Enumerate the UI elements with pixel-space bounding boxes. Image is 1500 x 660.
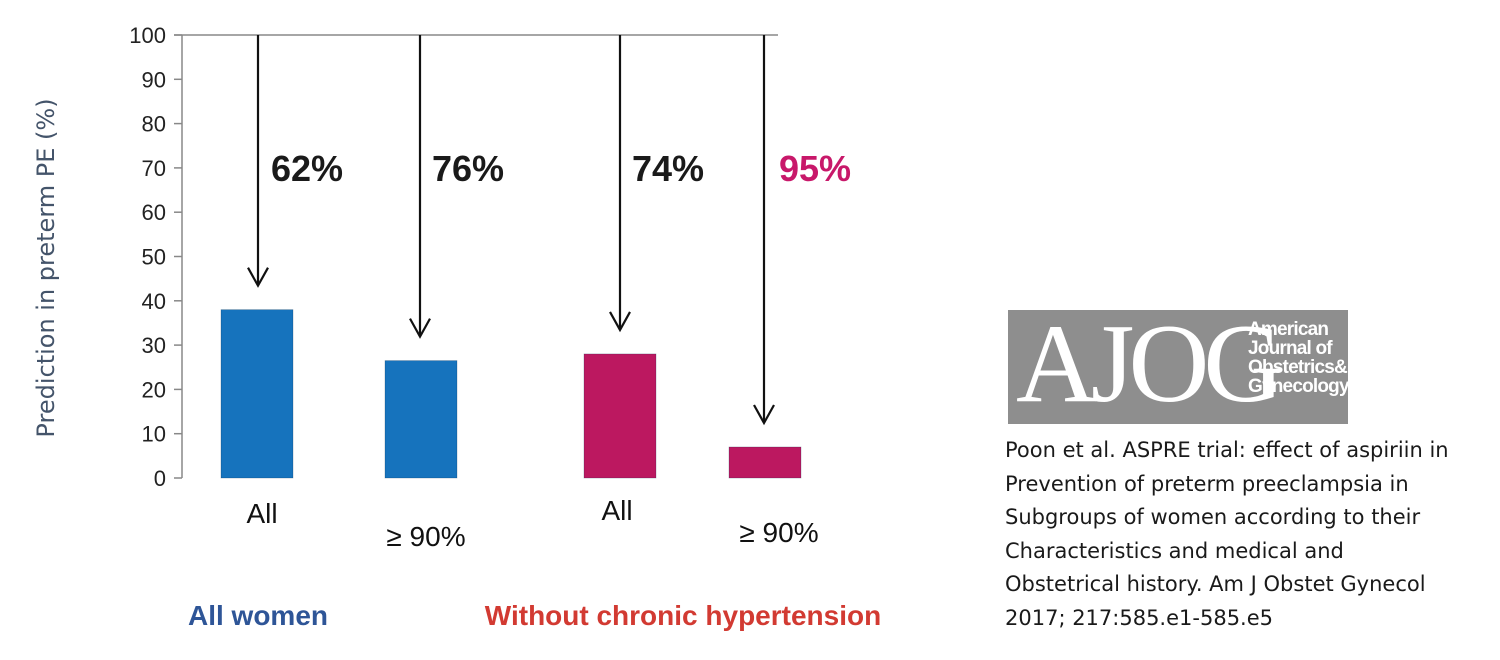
arrow-head [609, 311, 631, 333]
arrow-head [409, 318, 431, 339]
y-tick-label: 30 [142, 333, 166, 358]
bar [384, 360, 458, 479]
citation-line: Obstetrical history. Am J Obstet Gynecol [1005, 572, 1426, 596]
y-tick-label: 10 [142, 422, 166, 447]
y-tick-label: 60 [142, 200, 166, 225]
logo-journal-name: American Journal of Obstetrics& Gynecolo… [1248, 320, 1348, 396]
group-label: All women [188, 600, 328, 631]
citation-line: Subgroups of women according to their [1005, 505, 1421, 529]
reduction-label: 74% [632, 148, 704, 189]
logo-line: American [1248, 319, 1329, 340]
logo-wordmark: AJOG [1016, 310, 1284, 424]
bar [220, 309, 294, 479]
y-tick-label: 70 [142, 156, 166, 181]
arrow-head [247, 267, 269, 288]
citation-line: Characteristics and medical and [1005, 538, 1344, 563]
bar [728, 446, 802, 479]
reduction-label: 95% [779, 148, 851, 189]
y-tick-label: 90 [142, 67, 166, 92]
y-tick-label: 80 [142, 112, 166, 137]
arrow-head [753, 404, 775, 426]
reduction-label: 62% [271, 148, 343, 189]
x-tick-label: ≥ 90% [386, 521, 465, 552]
x-tick-label: All [601, 495, 632, 526]
y-axis: 0 10 20 30 40 50 60 70 80 90 100 [129, 23, 778, 491]
y-tick-label: 0 [154, 466, 166, 491]
y-tick-label: 100 [129, 23, 166, 48]
ajog-logo: AJOG American Journal of Obstetrics& Gyn… [1008, 310, 1348, 424]
bars [220, 309, 802, 479]
citation-text: Poon et al. ASPRE trial: effect of aspir… [1005, 434, 1495, 635]
group-label: Without chronic hypertension [485, 600, 881, 631]
bar [583, 353, 657, 479]
bar-chart: Prediction in preterm PE (%) 0 10 20 30 40 50… [32, 23, 881, 631]
logo-line: Obstetrics& [1248, 357, 1348, 378]
x-tick-label: All [246, 498, 277, 529]
y-axis-label: Prediction in preterm PE (%) [32, 98, 60, 437]
reduction-label: 76% [432, 148, 504, 189]
citation-line: 2017; 217:585.e1-585.e5 [1005, 605, 1274, 630]
reduction-arrows [247, 35, 775, 426]
y-tick-label: 40 [142, 289, 166, 314]
labels: 62% All 76% ≥ 90% 74% All 95% ≥ 90% All women Wit… [188, 148, 881, 631]
logo-line: Gynecology [1248, 376, 1348, 397]
logo-line: Journal of [1248, 338, 1333, 359]
y-tick-label: 50 [142, 245, 166, 270]
x-tick-label: ≥ 90% [739, 517, 818, 548]
citation-line: Prevention of preterm preeclampsia in [1005, 471, 1409, 496]
y-tick-label: 20 [142, 377, 166, 402]
citation-line: Poon et al. ASPRE trial: effect of aspir… [1005, 438, 1449, 462]
